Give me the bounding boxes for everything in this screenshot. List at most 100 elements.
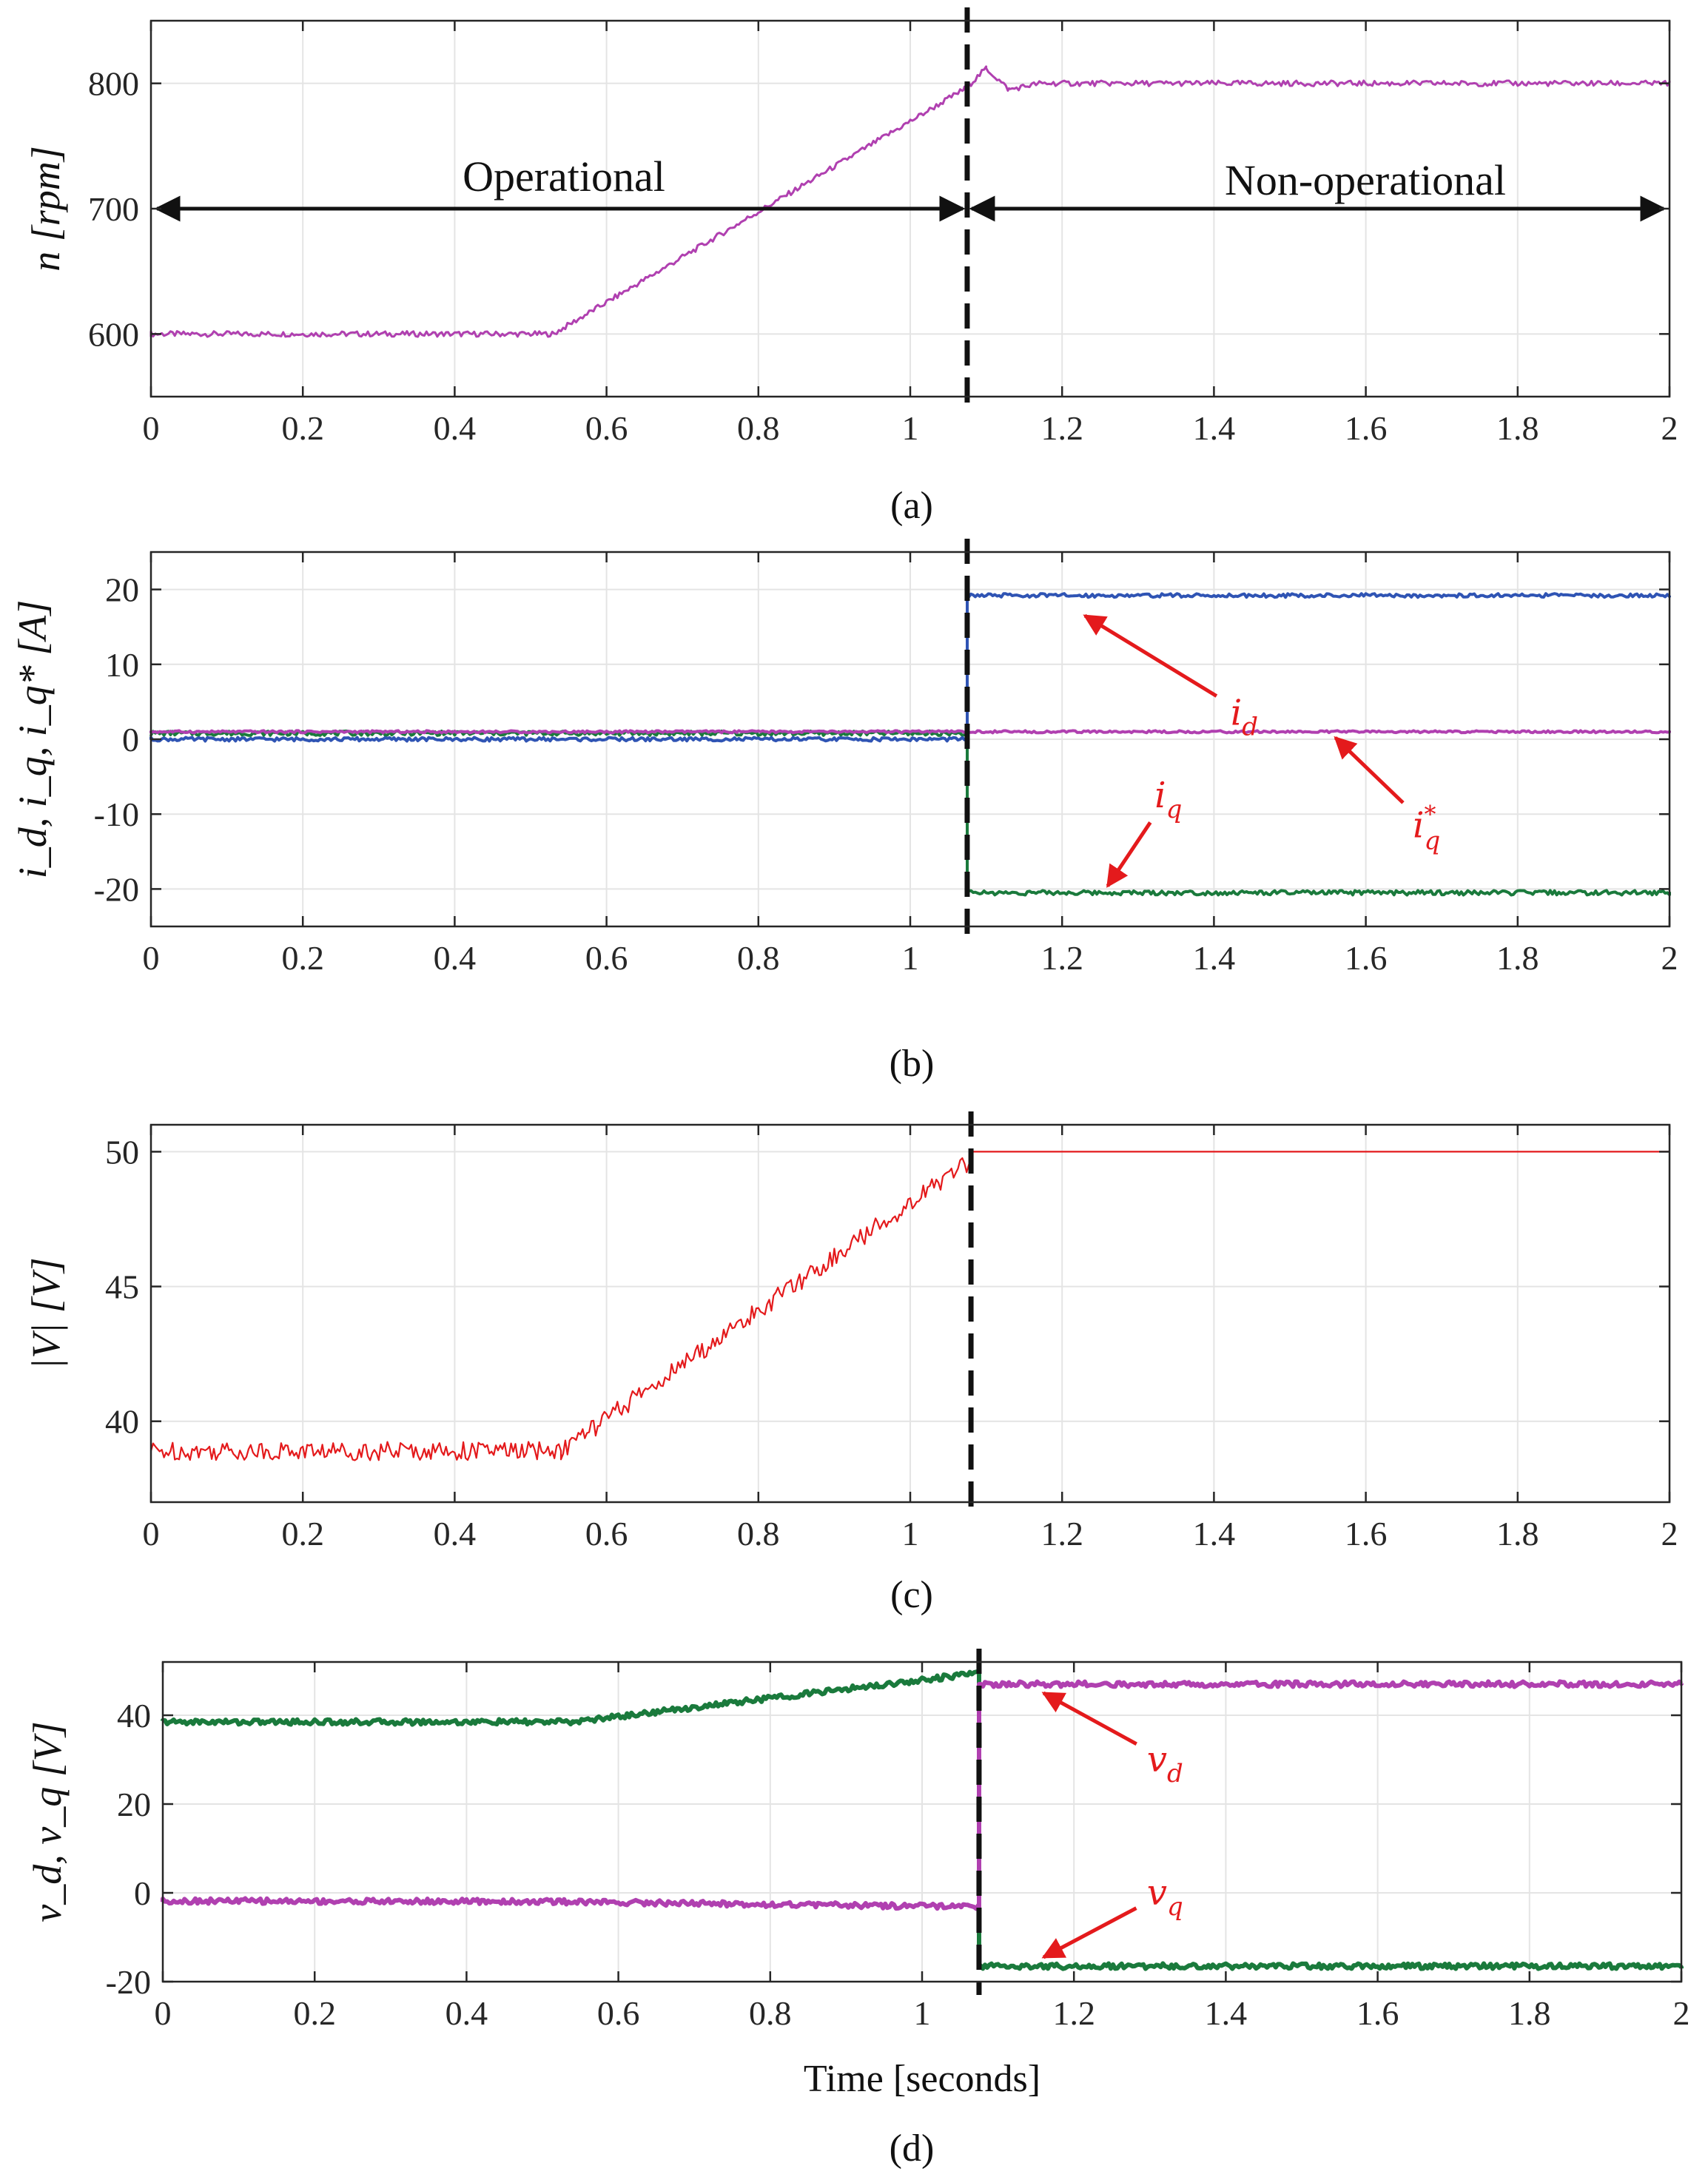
panel-a-region-label-nonoperational: Non-operational	[1225, 156, 1506, 204]
panel-b-annotation-arrow	[1083, 613, 1218, 698]
panel-d-series-v-q	[161, 1669, 1684, 1971]
panel-c-xtick-label: 1.4	[1193, 1515, 1236, 1552]
panel-a-xtick-label: 1	[902, 409, 919, 447]
panel-c-ytick-label: 50	[105, 1133, 139, 1171]
panel-a-xtick-label: 1.2	[1040, 409, 1083, 447]
panel-b-annotation-arrow	[1334, 736, 1405, 804]
panel-a: 0 0.2 0.4 0.6 0.8 1 1.2 1.4 1.6 1.8 2 600 700 800 Ope…	[24, 7, 1678, 527]
panel-d-annotations: vd vq	[1041, 1691, 1183, 1959]
panel-b-annotation-arrow	[1106, 821, 1152, 888]
panel-c: 0 0.2 0.4 0.6 0.8 1 1.2 1.4 1.6 1.8 2 40 45 50 |V| [V…	[24, 1111, 1678, 1616]
panel-c-xtick-label: 0.6	[585, 1515, 628, 1552]
panel-a-xtick-label: 0.2	[281, 409, 324, 447]
panel-d-xtick-label: 1.6	[1356, 1994, 1399, 2032]
panel-b-annotations: id i* q iq	[1083, 613, 1440, 888]
panel-d-ytick-label: 0	[134, 1874, 151, 1912]
panel-b-xtick-label: 0	[143, 939, 160, 977]
panel-a-region-label-operational: Operational	[463, 152, 665, 201]
panel-c-xtick-label: 2	[1661, 1515, 1678, 1552]
panel-d-xlabel: Time [seconds]	[804, 2058, 1040, 2100]
panel-b-ytick-label: 20	[105, 571, 139, 609]
panel-b-series-i-q	[149, 729, 1671, 897]
panel-a-ytick-label: 700	[88, 190, 139, 228]
panel-c-ticks: 0 0.2 0.4 0.6 0.8 1 1.2 1.4 1.6 1.8 2 40 45 50	[105, 1125, 1678, 1552]
panel-b-xtick-label: 0.8	[737, 939, 780, 977]
panel-d-xtick-label: 0.2	[293, 1994, 336, 2032]
panel-b-annotation-label: id	[1231, 693, 1258, 742]
panel-d-ytick-label: 40	[117, 1697, 151, 1734]
panel-a-xtick-label: 0.4	[434, 409, 477, 447]
panel-d-xtick-label: 0	[155, 1994, 172, 2032]
panel-c-xtick-label: 1.8	[1496, 1515, 1539, 1552]
panel-b-xtick-label: 1.4	[1193, 939, 1236, 977]
panel-a-ticks: 0 0.2 0.4 0.6 0.8 1 1.2 1.4 1.6 1.8 2 600 700 800	[88, 21, 1678, 447]
panel-d-series	[161, 1669, 1684, 1971]
panel-d-xtick-label: 1.4	[1205, 1994, 1248, 2032]
panel-b-ytick-label: 10	[105, 646, 139, 684]
panel-c-xtick-label: 0	[143, 1515, 160, 1552]
panel-b-xtick-label: 0.6	[585, 939, 628, 977]
panel-a-xtick-label: 0.6	[585, 409, 628, 447]
panel-d-annotation-arrow	[1041, 1906, 1137, 1959]
panel-b-series-i-d	[149, 592, 1671, 743]
panel-c-xtick-label: 0.2	[281, 1515, 324, 1552]
panel-d-annotation-label: vd	[1147, 1739, 1183, 1789]
panel-a-xtick-label: 0	[143, 409, 160, 447]
panel-b-series-i-q-	[149, 729, 1671, 735]
panel-d-xtick-label: 0.8	[749, 1994, 792, 2032]
panel-a-xtick-label: 1.8	[1496, 409, 1539, 447]
panel-c-ylabel: |V| [V]	[24, 1257, 68, 1369]
panel-c-series--v-	[149, 1151, 1670, 1461]
panel-c-xtick-label: 1	[902, 1515, 919, 1552]
panel-b-ticks: 0 0.2 0.4 0.6 0.8 1 1.2 1.4 1.6 1.8 2 -20 -10 0 10 20	[94, 552, 1678, 977]
panel-a-caption: (a)	[890, 485, 933, 527]
panel-d-xtick-label: 1	[914, 1994, 931, 2032]
panel-a-ytick-label: 800	[88, 65, 139, 103]
panel-d-caption: (d)	[890, 2127, 935, 2170]
panel-b-xtick-label: 0.4	[434, 939, 477, 977]
panel-b-xtick-label: 1.8	[1496, 939, 1539, 977]
panel-a-xtick-label: 1.6	[1345, 409, 1388, 447]
panel-a-series-n	[149, 65, 1671, 338]
panel-c-caption: (c)	[890, 1574, 933, 1616]
panel-b-xtick-label: 2	[1661, 939, 1678, 977]
panel-b-xtick-label: 1.2	[1040, 939, 1083, 977]
panel-a-ylabel: n [rpm]	[24, 146, 68, 272]
panel-d-xtick-label: 1.8	[1508, 1994, 1551, 2032]
panel-b-caption: (b)	[890, 1043, 935, 1085]
panel-d-xtick-label: 0.4	[446, 1994, 488, 2032]
panel-b-xtick-label: 1.6	[1345, 939, 1388, 977]
panel-a-xtick-label: 1.4	[1193, 409, 1236, 447]
panel-d-ytick-label: 20	[117, 1786, 151, 1823]
panel-d-xtick-label: 1.2	[1052, 1994, 1095, 2032]
panel-d-annotation-label: vq	[1147, 1872, 1183, 1922]
panel-d-ytick-label: -20	[106, 1963, 151, 2001]
panel-a-xtick-label: 0.8	[737, 409, 780, 447]
panel-d-grid	[162, 1662, 1682, 1982]
panel-c-xtick-label: 1.2	[1040, 1515, 1083, 1552]
panel-a-xtick-label: 2	[1661, 409, 1678, 447]
panel-b: 0 0.2 0.4 0.6 0.8 1 1.2 1.4 1.6 1.8 2 -20 -10 0 10 20 i…	[10, 539, 1678, 1085]
panel-b-ylabel: i_d, i_q, i_q* [A]	[10, 600, 55, 879]
panel-b-series	[149, 592, 1671, 897]
panel-c-series	[149, 1151, 1670, 1461]
panel-c-xtick-label: 0.4	[434, 1515, 477, 1552]
panel-d-xtick-label: 0.6	[597, 1994, 640, 2032]
panel-a-series	[149, 65, 1671, 338]
panel-b-annotation-label: i* q	[1413, 800, 1440, 855]
panel-c-grid	[150, 1125, 1670, 1502]
panel-d-series-v-d	[161, 1679, 1684, 1911]
panel-c-xtick-label: 1.6	[1345, 1515, 1388, 1552]
panel-d-ylabel: v_d, v_q [V]	[25, 1721, 70, 1922]
panel-b-xtick-label: 0.2	[281, 939, 324, 977]
panel-c-xtick-label: 0.8	[737, 1515, 780, 1552]
panel-d-annotation-arrow	[1041, 1691, 1137, 1746]
panel-b-xtick-label: 1	[902, 939, 919, 977]
panel-c-ytick-label: 45	[105, 1268, 139, 1306]
panel-d-xtick-label: 2	[1673, 1994, 1690, 2032]
panel-b-ytick-label: -20	[94, 870, 139, 908]
panel-b-ytick-label: 0	[122, 721, 139, 758]
